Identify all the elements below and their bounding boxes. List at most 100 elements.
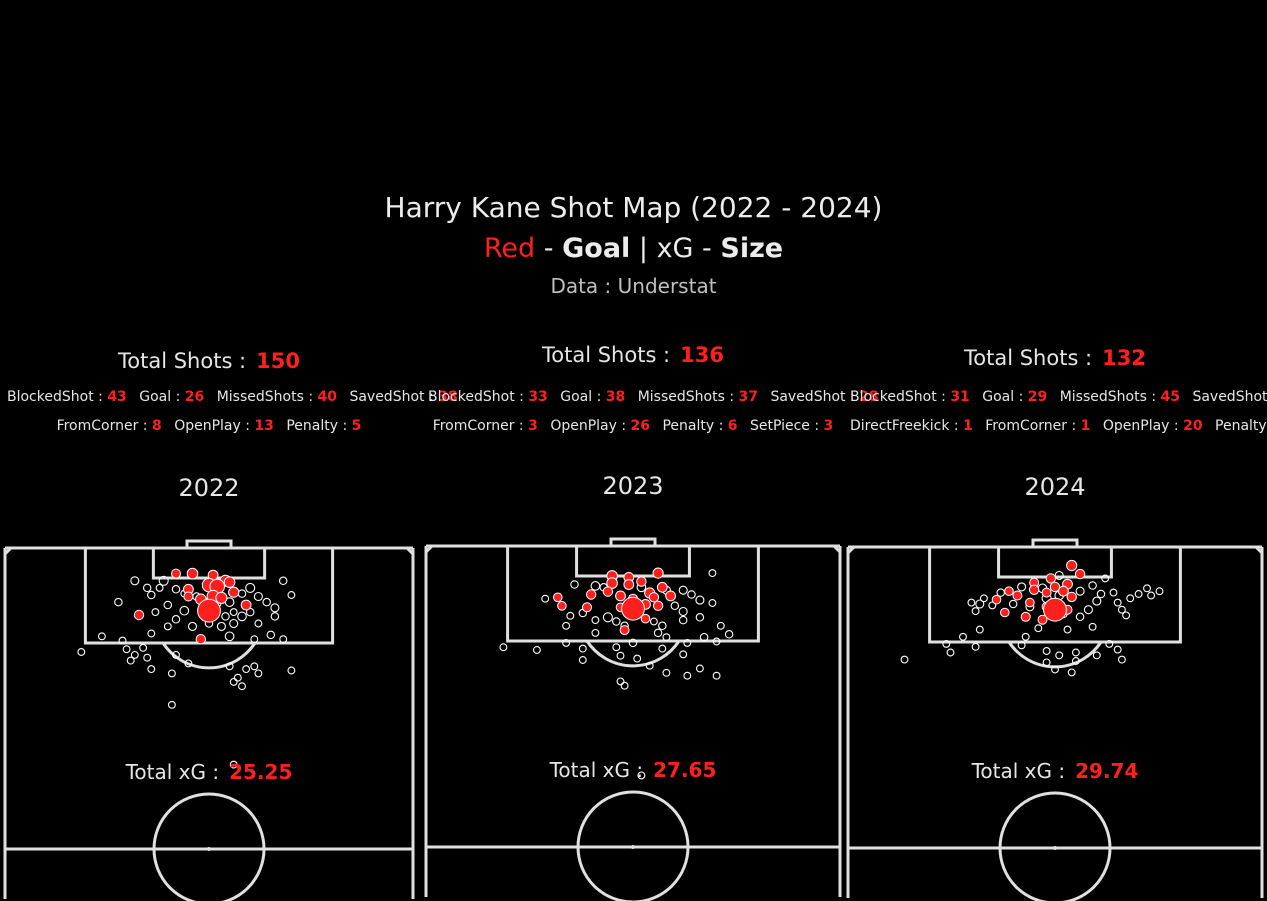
shot-goal-marker [1025,597,1035,608]
shot-marker [1021,632,1030,641]
shot-marker [679,650,688,659]
count-open-play: OpenPlay : 26 [550,418,651,434]
result-counts: BlockedShot : 43 Goal : 26 MissedShots :… [3,389,458,405]
shot-marker [1071,657,1080,665]
shot-goal-marker [197,598,221,623]
total-shots: Total Shots : 136 [424,343,842,367]
shot-marker [171,585,181,594]
shot-marker [612,617,621,626]
shot-marker [590,581,601,591]
legend-goal-label: Goal [562,233,631,264]
shot-marker [942,639,951,648]
total-shots: Total Shots : 150 [3,349,415,373]
centre-circle [152,792,266,901]
shot-marker [163,600,173,610]
shot-marker [1063,625,1072,634]
total-xg-label: Total xG : [971,759,1066,783]
shot-marker [147,665,156,674]
shot-marker [1071,648,1080,657]
shot-marker [1147,591,1156,600]
total-xg-value: 25.25 [229,760,293,784]
count-label: Penalty [1215,418,1267,434]
corner-arc [1254,545,1264,555]
shot-marker [1134,590,1143,598]
shot-goal-marker [602,586,614,597]
shot-marker [279,635,288,644]
count-label: OpenPlay [550,418,617,434]
shot-goal-marker [133,609,145,621]
shot-marker [683,638,692,647]
shot-marker [130,650,139,659]
count-label: FromCorner [432,418,515,434]
data-source: Data : Understat [550,274,717,298]
shot-marker [229,760,238,769]
shot-marker [245,582,256,593]
shot-marker [658,644,667,653]
penalty-arc [1007,641,1103,669]
shot-marker [591,628,600,637]
shot-goal-marker [623,579,635,590]
shot-marker [628,638,638,648]
shot-marker [683,671,692,680]
shot-marker [1075,586,1085,596]
shot-marker [967,598,976,607]
count-value: 37 [738,389,758,405]
count-open-play: OpenPlay : 13 [174,418,274,434]
shot-goal-marker [619,625,630,636]
count-saved-shot: SavedShot : 28 [770,389,879,405]
shot-marker [253,591,263,602]
shot-map-panel-2023: Total Shots : 136 BlockedShot : 33 Goal :… [424,0,879,901]
shot-marker [620,681,629,690]
shot-marker [499,643,508,652]
shot-marker [287,666,296,675]
count-penalty: Penalty : 7 [1215,418,1267,434]
shot-marker [1113,598,1122,607]
shot-marker [1088,622,1097,631]
shot-marker [971,642,980,651]
shot-goal-marker [1041,587,1052,598]
shot-marker [237,611,247,622]
shot-marker [1083,605,1093,615]
shot-marker [171,615,181,624]
shot-goal-marker [1037,614,1048,625]
shot-marker [147,629,156,638]
shot-marker [158,575,169,586]
shot-goal-marker [1066,559,1078,572]
shot-marker [77,648,86,656]
shot-marker [578,656,587,664]
shot-marker [179,605,190,616]
count-value: 43 [107,389,127,405]
season-year: 2023 [602,472,664,500]
count-label: Penalty [286,418,339,434]
total-xg: Total xG : 29.74 [846,759,1264,783]
shot-goal-marker [640,613,651,624]
shot-marker [229,608,238,617]
shot-marker [1017,641,1026,650]
shot-marker [566,611,575,620]
shot-goal-marker [656,581,668,593]
shot-marker [118,636,127,645]
count-value: 1 [1080,418,1091,434]
shot-goal-marker [1000,607,1010,618]
shot-marker [167,700,176,709]
count-value: 31 [950,389,970,405]
shot-marker [562,638,571,647]
count-value: 5 [351,418,362,434]
count-from-corner: FromCorner : 3 [432,418,538,434]
shot-marker [712,637,721,646]
shot-marker [616,651,625,660]
goal [1031,538,1079,549]
shot-goal-marker [636,576,647,587]
count-blocked-shot: BlockedShot : 31 [850,389,970,405]
shot-marker [254,669,263,678]
total-xg-label: Total xG : [125,760,220,784]
shot-marker [114,597,123,607]
shot-marker [221,612,230,621]
count-value: 45 [1160,389,1180,405]
shot-marker [708,569,717,578]
total-shots-value: 136 [680,343,724,367]
shot-marker [1017,582,1027,592]
total-shots-value: 150 [256,349,300,373]
shot-marker [996,588,1005,597]
shot-marker [662,668,671,677]
